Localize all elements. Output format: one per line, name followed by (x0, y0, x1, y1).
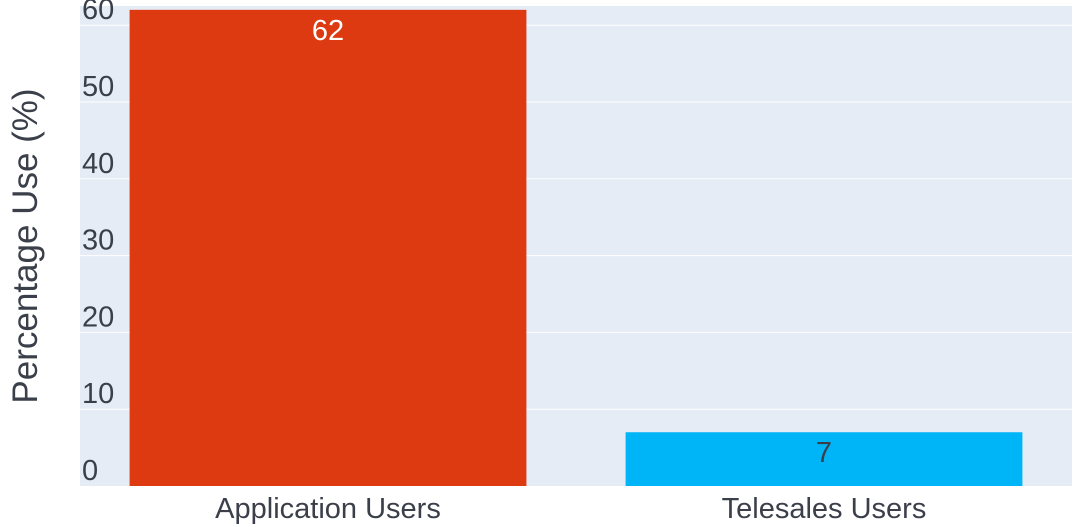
bar-application-users (129, 9, 527, 487)
y-tick-label-30: 30 (82, 225, 114, 257)
y-axis-title: Percentage Use (%) (6, 88, 45, 403)
y-tick-label-20: 20 (82, 301, 114, 333)
bar-value-labels: 62 7 (312, 15, 832, 469)
y-tick-label-10: 10 (82, 378, 114, 410)
bars (129, 9, 1023, 487)
bar-value-label-application-users: 62 (312, 15, 344, 47)
y-axis-ticks: 0 10 20 30 40 50 60 (82, 0, 114, 487)
y-tick-label-60: 60 (82, 0, 114, 26)
y-tick-label-0: 0 (82, 455, 98, 487)
y-tick-label-40: 40 (82, 148, 114, 180)
x-axis-ticks: Application Users Telesales Users (215, 493, 926, 525)
bar-value-label-telesales-users: 7 (816, 437, 832, 469)
y-tick-label-50: 50 (82, 71, 114, 103)
x-tick-label-application-users: Application Users (215, 493, 441, 525)
x-tick-label-telesales-users: Telesales Users (722, 493, 927, 525)
bar-telesales-users (625, 432, 1023, 486)
